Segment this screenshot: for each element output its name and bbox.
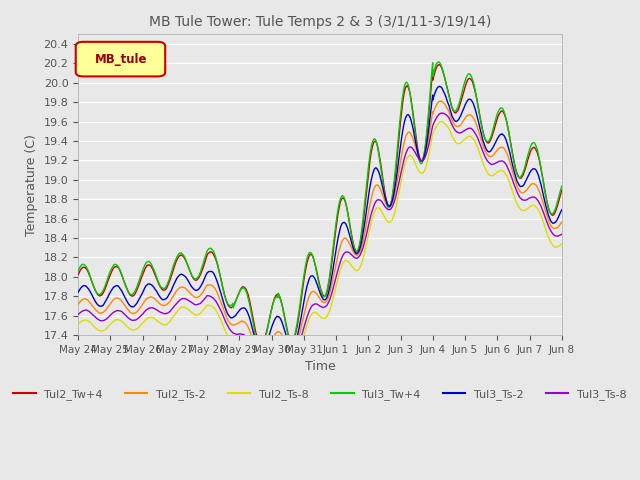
FancyBboxPatch shape xyxy=(76,42,165,76)
Title: MB Tule Tower: Tule Temps 2 & 3 (3/1/11-3/19/14): MB Tule Tower: Tule Temps 2 & 3 (3/1/11-… xyxy=(149,15,491,29)
Text: MB_tule: MB_tule xyxy=(95,53,147,66)
X-axis label: Time: Time xyxy=(305,360,335,373)
Y-axis label: Temperature (C): Temperature (C) xyxy=(25,134,38,236)
Legend: Tul2_Tw+4, Tul2_Ts-2, Tul2_Ts-8, Tul3_Tw+4, Tul3_Ts-2, Tul3_Ts-8: Tul2_Tw+4, Tul2_Ts-2, Tul2_Ts-8, Tul3_Tw… xyxy=(9,385,631,405)
